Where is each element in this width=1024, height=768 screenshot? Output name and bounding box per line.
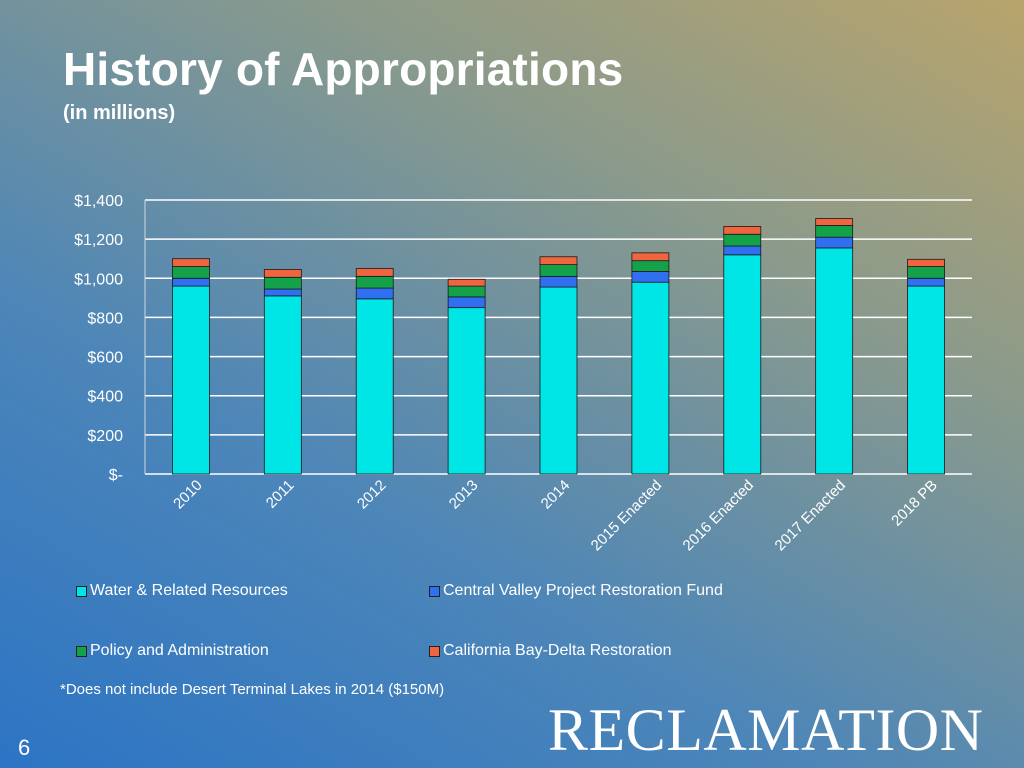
reclamation-logo: RECLAMATION bbox=[548, 697, 984, 763]
y-tick-label: $- bbox=[109, 467, 123, 484]
bar-segment-4 bbox=[539, 256, 578, 265]
bar-segment-4 bbox=[172, 258, 210, 267]
legend-label-baydelta: California Bay-Delta Restoration bbox=[443, 642, 672, 659]
y-tick-label: $800 bbox=[87, 310, 123, 327]
bar-segment-4 bbox=[355, 268, 394, 277]
bar-segment-4 bbox=[815, 218, 854, 226]
x-tick-label: 2014 bbox=[538, 477, 574, 513]
legend-swatch-policy bbox=[76, 645, 87, 657]
footnote: *Does not include Desert Terminal Lakes … bbox=[60, 681, 445, 698]
bar-segment-2 bbox=[815, 236, 854, 249]
legend-item-baydelta: California Bay-Delta Restoration bbox=[429, 642, 672, 660]
bar-segment-4 bbox=[723, 226, 762, 235]
bar-segment-1 bbox=[447, 307, 486, 475]
x-tick-label: 2015 Enacted bbox=[588, 477, 665, 554]
legend-label-policy: Policy and Administration bbox=[90, 642, 269, 659]
bar-segment-4 bbox=[907, 258, 945, 267]
bar-segment-3 bbox=[723, 233, 762, 247]
legend-swatch-cvprf bbox=[429, 585, 440, 597]
x-tick-label: 2011 bbox=[263, 477, 298, 512]
bar-segment-1 bbox=[263, 295, 302, 475]
bar-segment-2 bbox=[263, 288, 302, 297]
bar-segment-2 bbox=[907, 277, 945, 287]
legend-swatch-water bbox=[76, 585, 87, 597]
y-tick-label: $600 bbox=[87, 350, 123, 367]
x-tick-label: 2017 Enacted bbox=[772, 477, 849, 554]
bar-segment-3 bbox=[907, 266, 945, 279]
legend-swatch-baydelta bbox=[429, 645, 440, 657]
y-tick-label: $1,000 bbox=[74, 271, 123, 288]
bar-segment-2 bbox=[355, 287, 394, 300]
bar-segment-2 bbox=[172, 277, 210, 287]
x-tick-label: 2016 Enacted bbox=[680, 477, 757, 554]
x-tick-label: 2013 bbox=[446, 477, 482, 513]
bar-segment-1 bbox=[539, 286, 578, 475]
legend-item-policy: Policy and Administration bbox=[76, 642, 269, 660]
page-subtitle: (in millions) bbox=[63, 102, 176, 124]
bar-segment-2 bbox=[631, 271, 670, 283]
bar-segment-2 bbox=[447, 296, 486, 309]
bar-segment-3 bbox=[539, 264, 578, 277]
stacked-bar-chart: $- $200 $400 $600 $800 $1,000 $1,200 $1,400 201… bbox=[74, 193, 945, 554]
y-tick-label: $200 bbox=[87, 428, 123, 445]
bar-segment-4 bbox=[631, 252, 670, 262]
bar-segment-3 bbox=[631, 260, 670, 272]
page-number: 6 bbox=[18, 735, 31, 760]
y-tick-label: $1,400 bbox=[74, 193, 123, 210]
bar-segment-3 bbox=[263, 276, 302, 290]
y-tick-label: $1,200 bbox=[74, 232, 123, 249]
bar-segment-4 bbox=[263, 269, 302, 278]
bar-segment-1 bbox=[815, 247, 854, 475]
bar-segment-4 bbox=[447, 278, 486, 287]
legend-label-water: Water & Related Resources bbox=[90, 582, 288, 599]
y-tick-label: $400 bbox=[87, 389, 123, 406]
bar-segment-3 bbox=[815, 225, 854, 238]
bar-segment-1 bbox=[172, 285, 210, 475]
legend-label-cvprf: Central Valley Project Restoration Fund bbox=[443, 582, 723, 599]
bar-segment-3 bbox=[355, 275, 394, 289]
bar-segment-1 bbox=[355, 298, 394, 475]
x-tick-label: 2018 PB bbox=[888, 477, 941, 530]
bar-segment-1 bbox=[723, 254, 762, 475]
bar-segment-1 bbox=[907, 285, 945, 475]
legend-item-cvprf: Central Valley Project Restoration Fund bbox=[429, 582, 723, 600]
x-tick-label: 2012 bbox=[354, 477, 390, 513]
bar-segment-3 bbox=[447, 285, 486, 298]
bar-segment-3 bbox=[172, 266, 210, 279]
bar-segment-2 bbox=[539, 275, 578, 288]
bar-segment-1 bbox=[631, 281, 670, 475]
x-tick-label: 2010 bbox=[170, 477, 206, 513]
page-title: History of Appropriations bbox=[63, 43, 624, 95]
legend-item-water: Water & Related Resources bbox=[76, 582, 288, 600]
bar-segment-2 bbox=[723, 245, 762, 256]
